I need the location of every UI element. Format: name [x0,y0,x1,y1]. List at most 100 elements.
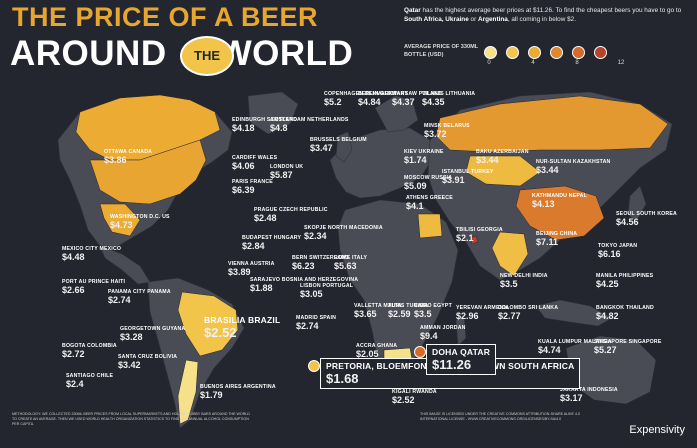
country-name: JAKARTA INDONESIA [560,387,618,393]
country-name: KUALA LUMPUR MALAYSIA [538,339,612,345]
country-name: SANTA CRUZ BOLIVIA [118,354,178,360]
country-label: CARDIFF WALES $4.06 [232,155,277,172]
country-price: $3.86 [104,155,127,166]
title-line-2: AROUND WORLD [10,34,353,74]
country-label: ISTANBUL TURKEY $3.91 [442,169,494,185]
country-label: PARIS FRANCE $6.39 [232,179,273,195]
country-price: $3.5 [414,309,432,320]
country-label: BERLIN GERMANY $4.84 [358,91,409,107]
country-price: $2.34 [304,231,327,242]
country-label: PRAGUE CZECH REPUBLIC $2.48 [254,207,328,223]
country-name: BRUSSELS BELGIUM [310,137,367,143]
country-price: $1.79 [200,390,223,401]
legend-swatch [572,46,585,59]
country-price: $2.05 [356,349,379,360]
country-price: $4.25 [596,279,619,290]
country-label: BOGOTA COLOMBIA $2.72 [62,343,117,359]
legend-title: AVERAGE PRICE OF 330ML BOTTLE (USD) [404,44,479,58]
country-label: MINSK BELARUS $3.72 [424,123,470,139]
country-name: PRAGUE CZECH REPUBLIC [254,207,328,213]
country-name: COLOMBO SRI LANKA [498,305,559,311]
country-price: $4.06 [232,161,255,172]
country-label: BANGKOK THAILAND $4.82 [596,305,654,322]
country-name: ACCRA GHANA [356,343,398,349]
country-name: BOGOTA COLOMBIA [62,343,117,349]
country-price: $3.5 [500,279,518,290]
country-name: VIENNA AUSTRIA [228,261,275,267]
country-label: PANAMA CITY PANAMA $2.74 [108,289,171,306]
japan-landmass [627,185,647,223]
country-name: SKOPJE NORTH MACEDONIA [304,225,383,231]
country-label: WARSAW POLAND $4.37 [392,91,442,107]
footer-license: THIS IMAGE IS LICENSED UNDER THE CREATIV… [420,412,580,421]
country-name: BEIJING CHINA [536,231,578,237]
country-label: ROME ITALY $5.63 [334,255,368,271]
country-name: BERLIN GERMANY [358,91,409,97]
country-name: EDINBURGH SCOTLAND [232,117,298,123]
country-label: MANILA PHILIPPINES $4.25 [596,273,653,290]
country-name: ROME ITALY [334,255,368,261]
country-label: COLOMBO SRI LANKA $2.77 [498,305,559,321]
country-label: SEOUL SOUTH KOREA $4.56 [616,211,677,227]
country-name: BERN SWITZERLAND [292,255,350,261]
intro-text: Qatar has the highest average beer price… [404,7,682,23]
us-fill [89,139,207,205]
country-label: BAKU AZERBAIJAN $3.44 [476,149,529,165]
country-name: KIEV UKRAINE [404,149,444,155]
country-price: $2.1 [456,233,474,244]
country-price: $7.11 [536,237,559,248]
country-label: AMSTERDAM NETHERLANDS $4.8 [270,117,349,133]
country-label: WASHINGTON D.C. US $4.73 [110,214,170,230]
country-price: $5.09 [404,181,427,192]
country-name: BRASILIA BRAZIL [204,315,281,325]
legend-tick: 0 [487,60,491,66]
country-label: BERN SWITZERLAND $6.23 [292,255,350,271]
europe-landmass [329,127,433,199]
country-label: BRUSSELS BELGIUM $3.47 [310,137,367,154]
country-price: $2.52 [204,324,237,340]
country-name: BUENOS AIRES ARGENTINA [200,384,276,390]
country-label: GEORGETOWN GUYANA $3.28 [120,326,185,342]
legend-swatch [550,46,563,59]
country-price: $2.66 [62,285,85,296]
country-name: NEW DELHI INDIA [500,273,548,279]
country-name: COPENHAGEN DENMARK [324,91,393,97]
china-fill [515,185,605,241]
country-label: NUR-SULTAN KAZAKHSTAN $3.44 [536,159,611,176]
mexico-fill [99,203,141,237]
brand-logo: Expensivity [629,424,685,436]
country-name: PANAMA CITY PANAMA [108,289,171,295]
country-name: KIGALI RWANDA [392,389,437,395]
country-label: ATHENS GREECE $4.1 [406,195,453,211]
country-price: $4.82 [596,311,619,322]
country-name: SEOUL SOUTH KOREA [616,211,677,217]
country-name: NUR-SULTAN KAZAKHSTAN [536,159,611,165]
country-price: $2.74 [108,295,131,306]
highlight-pin-icon [414,346,426,358]
kazakhstan-fill [465,155,541,187]
country-name: MOSCOW RUSSIA [404,175,453,181]
country-price: $3.47 [310,143,333,154]
country-label: MEXICO CITY MEXICO $4.48 [62,246,121,262]
country-price: $3.44 [536,165,559,176]
qatar-dot [469,235,479,245]
country-name: BUDAPEST HUNGARY [242,235,302,241]
country-name: AMMAN JORDAN [420,325,466,331]
country-label: OTTAWA CANADA $3.86 [104,149,152,166]
country-name: AMSTERDAM NETHERLANDS [270,117,349,123]
country-name: SINGAPORE SINGAPORE [594,339,662,345]
indonesia-landmass [535,299,613,327]
country-label: COPENHAGEN DENMARK $5.2 [324,91,393,107]
country-price: $11.26 [432,356,472,372]
country-price: $2.96 [456,311,479,322]
country-label: SARAJEVO BOSNIA AND HERZEGOVINA $1.88 [250,277,358,293]
country-price: $3.17 [560,393,583,404]
country-name: CAIRO EGYPT [414,303,452,309]
australia-fill [565,335,657,405]
country-name: WARSAW POLAND [392,91,442,97]
title-around: AROUND [10,34,167,73]
country-label: VIENNA AUSTRIA $3.89 [228,261,275,277]
country-label: BUENOS AIRES ARGENTINA $1.79 [200,384,276,401]
country-price: $4.13 [532,199,555,210]
country-price: $1.74 [404,155,427,166]
